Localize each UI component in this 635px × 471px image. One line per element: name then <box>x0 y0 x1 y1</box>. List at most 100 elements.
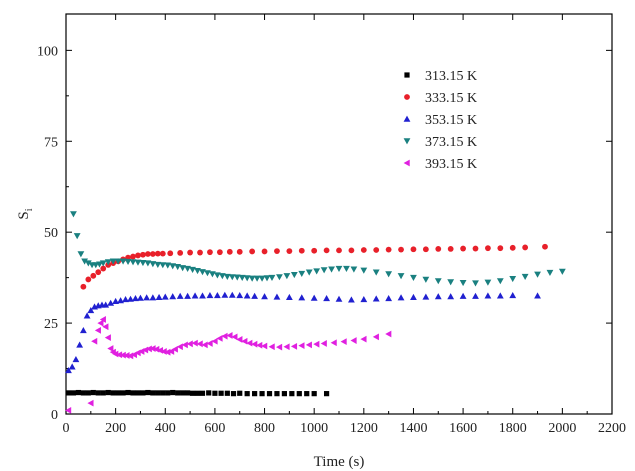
data-point <box>397 273 405 280</box>
data-point <box>140 251 146 258</box>
data-point <box>410 246 417 253</box>
data-point <box>181 341 188 349</box>
data-point <box>313 340 320 348</box>
data-point <box>249 248 256 255</box>
data-point <box>129 259 137 266</box>
data-point <box>109 258 117 265</box>
data-point <box>107 299 115 306</box>
series-1 <box>80 243 548 290</box>
data-point <box>223 273 231 280</box>
data-point <box>268 274 276 282</box>
data-point <box>207 249 213 256</box>
data-point <box>94 326 101 334</box>
legend-label: 393.15 K <box>425 157 477 172</box>
data-point <box>226 248 233 255</box>
x-tick-label: 1200 <box>350 421 378 436</box>
legend-marker <box>404 94 410 100</box>
data-point <box>144 260 152 267</box>
data-point <box>90 389 96 396</box>
data-point <box>237 390 243 396</box>
data-point <box>360 267 368 274</box>
series-0 <box>65 389 330 397</box>
y-tick-label: 100 <box>37 44 58 59</box>
x-tick-label: 600 <box>204 421 225 436</box>
data-point <box>259 391 265 397</box>
data-point <box>238 274 246 282</box>
data-point <box>244 391 250 397</box>
data-point <box>154 250 161 257</box>
data-point <box>343 265 350 272</box>
data-point <box>221 291 229 298</box>
data-point <box>209 271 216 278</box>
data-point <box>96 261 103 268</box>
data-point <box>149 345 156 352</box>
data-point <box>100 265 107 272</box>
data-point <box>485 245 491 252</box>
data-point <box>102 323 109 331</box>
data-point <box>266 391 273 397</box>
data-point <box>228 274 236 281</box>
data-point <box>410 293 417 300</box>
data-point <box>199 269 206 276</box>
data-point <box>304 391 310 397</box>
data-point <box>212 390 218 396</box>
data-point <box>65 406 72 414</box>
data-point <box>149 294 157 301</box>
data-point <box>336 247 342 254</box>
data-point <box>253 275 261 282</box>
data-point <box>107 345 114 352</box>
data-point <box>522 244 529 251</box>
data-point <box>155 293 163 300</box>
data-point <box>159 250 166 257</box>
data-point <box>155 390 161 396</box>
data-point <box>99 316 106 323</box>
data-point <box>305 341 312 349</box>
data-point <box>186 340 193 348</box>
data-point <box>521 273 529 280</box>
data-point <box>167 250 174 257</box>
data-point <box>114 258 122 265</box>
data-point <box>310 294 318 301</box>
data-point <box>216 334 223 342</box>
data-point <box>320 340 327 347</box>
data-point <box>104 259 112 266</box>
y-tick-label: 75 <box>44 135 58 150</box>
data-point <box>187 249 193 256</box>
data-point <box>231 333 238 341</box>
data-point <box>497 245 504 252</box>
data-point <box>104 334 111 342</box>
x-tick-label: 200 <box>105 421 126 436</box>
data-point <box>274 391 280 397</box>
data-point <box>447 246 454 252</box>
data-point <box>196 340 203 348</box>
data-point <box>213 292 221 299</box>
data-point <box>422 276 430 283</box>
data-point <box>256 341 263 349</box>
data-point <box>65 366 72 374</box>
data-point <box>87 306 95 314</box>
data-point <box>268 343 275 351</box>
data-point <box>398 246 404 253</box>
data-point <box>84 260 92 267</box>
data-point <box>80 390 86 396</box>
data-point <box>372 269 380 276</box>
data-point <box>135 252 141 259</box>
data-point <box>112 350 119 358</box>
data-point <box>100 390 106 396</box>
data-point <box>221 332 228 340</box>
legend-label: 373.15 K <box>425 135 477 150</box>
data-point <box>335 295 343 302</box>
data-point <box>410 274 417 282</box>
data-point <box>149 251 156 257</box>
data-point <box>236 336 243 343</box>
data-point <box>472 245 479 252</box>
x-tick-label: 2000 <box>548 421 576 436</box>
data-point <box>323 247 330 254</box>
data-point <box>194 268 201 275</box>
data-point <box>509 292 517 299</box>
data-point <box>274 248 280 254</box>
data-point <box>194 390 201 396</box>
plot-frame <box>65 13 613 415</box>
series-layer <box>65 211 566 414</box>
data-point <box>323 391 330 397</box>
